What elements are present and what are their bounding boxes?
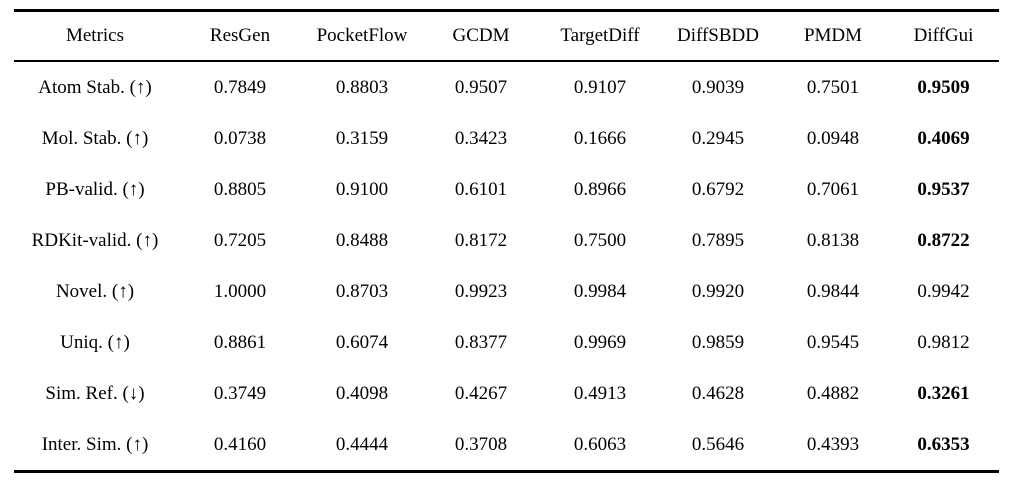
- column-header-targetdiff: TargetDiff: [541, 10, 659, 62]
- column-header-pocketflow: PocketFlow: [303, 10, 421, 62]
- table-row: Mol. Stab. (↑) 0.0738 0.3159 0.3423 0.1666 0.…: [14, 113, 999, 164]
- metric-value: 0.8803: [335, 76, 389, 98]
- metric-label: Mol. Stab. (↑): [41, 127, 149, 149]
- table-row: RDKit-valid. (↑) 0.7205 0.8488 0.8172 0.7500…: [14, 215, 999, 266]
- table-row: Inter. Sim. (↑) 0.4160 0.4444 0.3708 0.6063 0…: [14, 419, 999, 472]
- metric-value: 0.6101: [454, 178, 508, 200]
- metric-value: 0.1666: [573, 127, 627, 149]
- metric-value: 0.7849: [213, 76, 267, 98]
- metric-value: 0.9100: [335, 178, 389, 200]
- metric-value: 0.3708: [454, 433, 508, 455]
- metric-value: 0.7061: [806, 178, 860, 200]
- metric-value: 0.9859: [691, 331, 745, 353]
- table-row: Atom Stab. (↑) 0.7849 0.8803 0.9507 0.9107 0.…: [14, 61, 999, 113]
- metric-label: Sim. Ref. (↓): [45, 382, 145, 404]
- table-header: Metrics ResGen PocketFlow GCDM TargetDiff Dif…: [13, 10, 999, 62]
- metric-value: 0.9920: [691, 280, 745, 302]
- metric-value: 0.9545: [806, 331, 860, 353]
- metric-value: 0.6074: [335, 331, 389, 353]
- metric-value: 0.6792: [691, 178, 745, 200]
- metric-value: 0.9812: [917, 331, 970, 353]
- metric-label: Atom Stab. (↑): [38, 76, 152, 98]
- metric-value: 0.9969: [573, 331, 627, 353]
- metrics-comparison-table: Metrics ResGen PocketFlow GCDM TargetDiff Dif…: [13, 9, 999, 473]
- metric-value: 0.9984: [573, 280, 627, 302]
- metric-value: 0.3423: [454, 127, 508, 149]
- metric-value: 1.0000: [213, 280, 267, 302]
- metric-value: 0.4267: [454, 382, 508, 404]
- table-row: PB-valid. (↑) 0.8805 0.9100 0.6101 0.8966 0.6…: [14, 164, 999, 215]
- column-header-pmdm: PMDM: [777, 10, 889, 62]
- metric-label: RDKit-valid. (↑): [31, 229, 159, 251]
- metric-value: 0.8377: [454, 331, 508, 353]
- metric-value: 0.8172: [454, 229, 508, 251]
- metric-value: 0.8138: [806, 229, 860, 251]
- metric-label: PB-valid. (↑): [45, 178, 145, 200]
- metric-value: 0.8966: [573, 178, 627, 200]
- metric-value: 0.9537: [917, 178, 970, 200]
- metric-value: 0.4882: [806, 382, 860, 404]
- metric-value: 0.9039: [691, 76, 745, 98]
- metric-value: 0.8805: [213, 178, 267, 200]
- metric-value: 0.9923: [454, 280, 508, 302]
- metric-label: Novel. (↑): [55, 280, 135, 302]
- metric-value: 0.4393: [806, 433, 860, 455]
- metric-value: 0.9507: [454, 76, 508, 98]
- metric-value: 0.7500: [573, 229, 627, 251]
- table-body: Atom Stab. (↑) 0.7849 0.8803 0.9507 0.9107 0.…: [14, 61, 999, 472]
- metric-value: 0.8861: [213, 331, 267, 353]
- table-header-row: Metrics ResGen PocketFlow GCDM TargetDiff Dif…: [13, 10, 999, 62]
- metric-value: 0.0948: [806, 127, 860, 149]
- metric-value: 0.0738: [213, 127, 267, 149]
- metric-value: 0.5646: [691, 433, 745, 455]
- metric-value: 0.8703: [335, 280, 389, 302]
- table-row: Uniq. (↑) 0.8861 0.6074 0.8377 0.9969 0.9859 0…: [14, 317, 999, 368]
- metric-label: Inter. Sim. (↑): [41, 433, 149, 455]
- table-row: Novel. (↑) 1.0000 0.8703 0.9923 0.9984 0.9920…: [14, 266, 999, 317]
- metric-value: 0.8722: [917, 229, 970, 251]
- metric-value: 0.4444: [335, 433, 389, 455]
- column-header-resgen: ResGen: [176, 10, 304, 62]
- column-header-metrics: Metrics: [13, 10, 177, 62]
- metric-value: 0.4098: [335, 382, 389, 404]
- metric-value: 0.8488: [335, 229, 389, 251]
- metric-value: 0.7895: [691, 229, 745, 251]
- metric-value: 0.6353: [917, 433, 970, 455]
- metric-value: 0.4069: [917, 127, 970, 149]
- metric-value: 0.7501: [806, 76, 860, 98]
- metric-value: 0.4160: [213, 433, 267, 455]
- metric-value: 0.7205: [213, 229, 267, 251]
- column-header-diffgui: DiffGui: [888, 10, 999, 62]
- metric-value: 0.3261: [917, 382, 970, 404]
- metric-value: 0.9942: [917, 280, 970, 302]
- metric-value: 0.9509: [917, 76, 970, 98]
- column-header-gcdm: GCDM: [420, 10, 542, 62]
- table-row: Sim. Ref. (↓) 0.3749 0.4098 0.4267 0.4913 0.4…: [14, 368, 999, 419]
- metric-value: 0.9107: [573, 76, 627, 98]
- metric-value: 0.9844: [806, 280, 860, 302]
- column-header-diffsbdd: DiffSBDD: [658, 10, 778, 62]
- metric-value: 0.4628: [691, 382, 745, 404]
- metric-value: 0.2945: [691, 127, 745, 149]
- metric-label: Uniq. (↑): [60, 331, 130, 353]
- metric-value: 0.3159: [335, 127, 389, 149]
- metric-value: 0.3749: [213, 382, 267, 404]
- metric-value: 0.4913: [573, 382, 627, 404]
- metric-value: 0.6063: [573, 433, 627, 455]
